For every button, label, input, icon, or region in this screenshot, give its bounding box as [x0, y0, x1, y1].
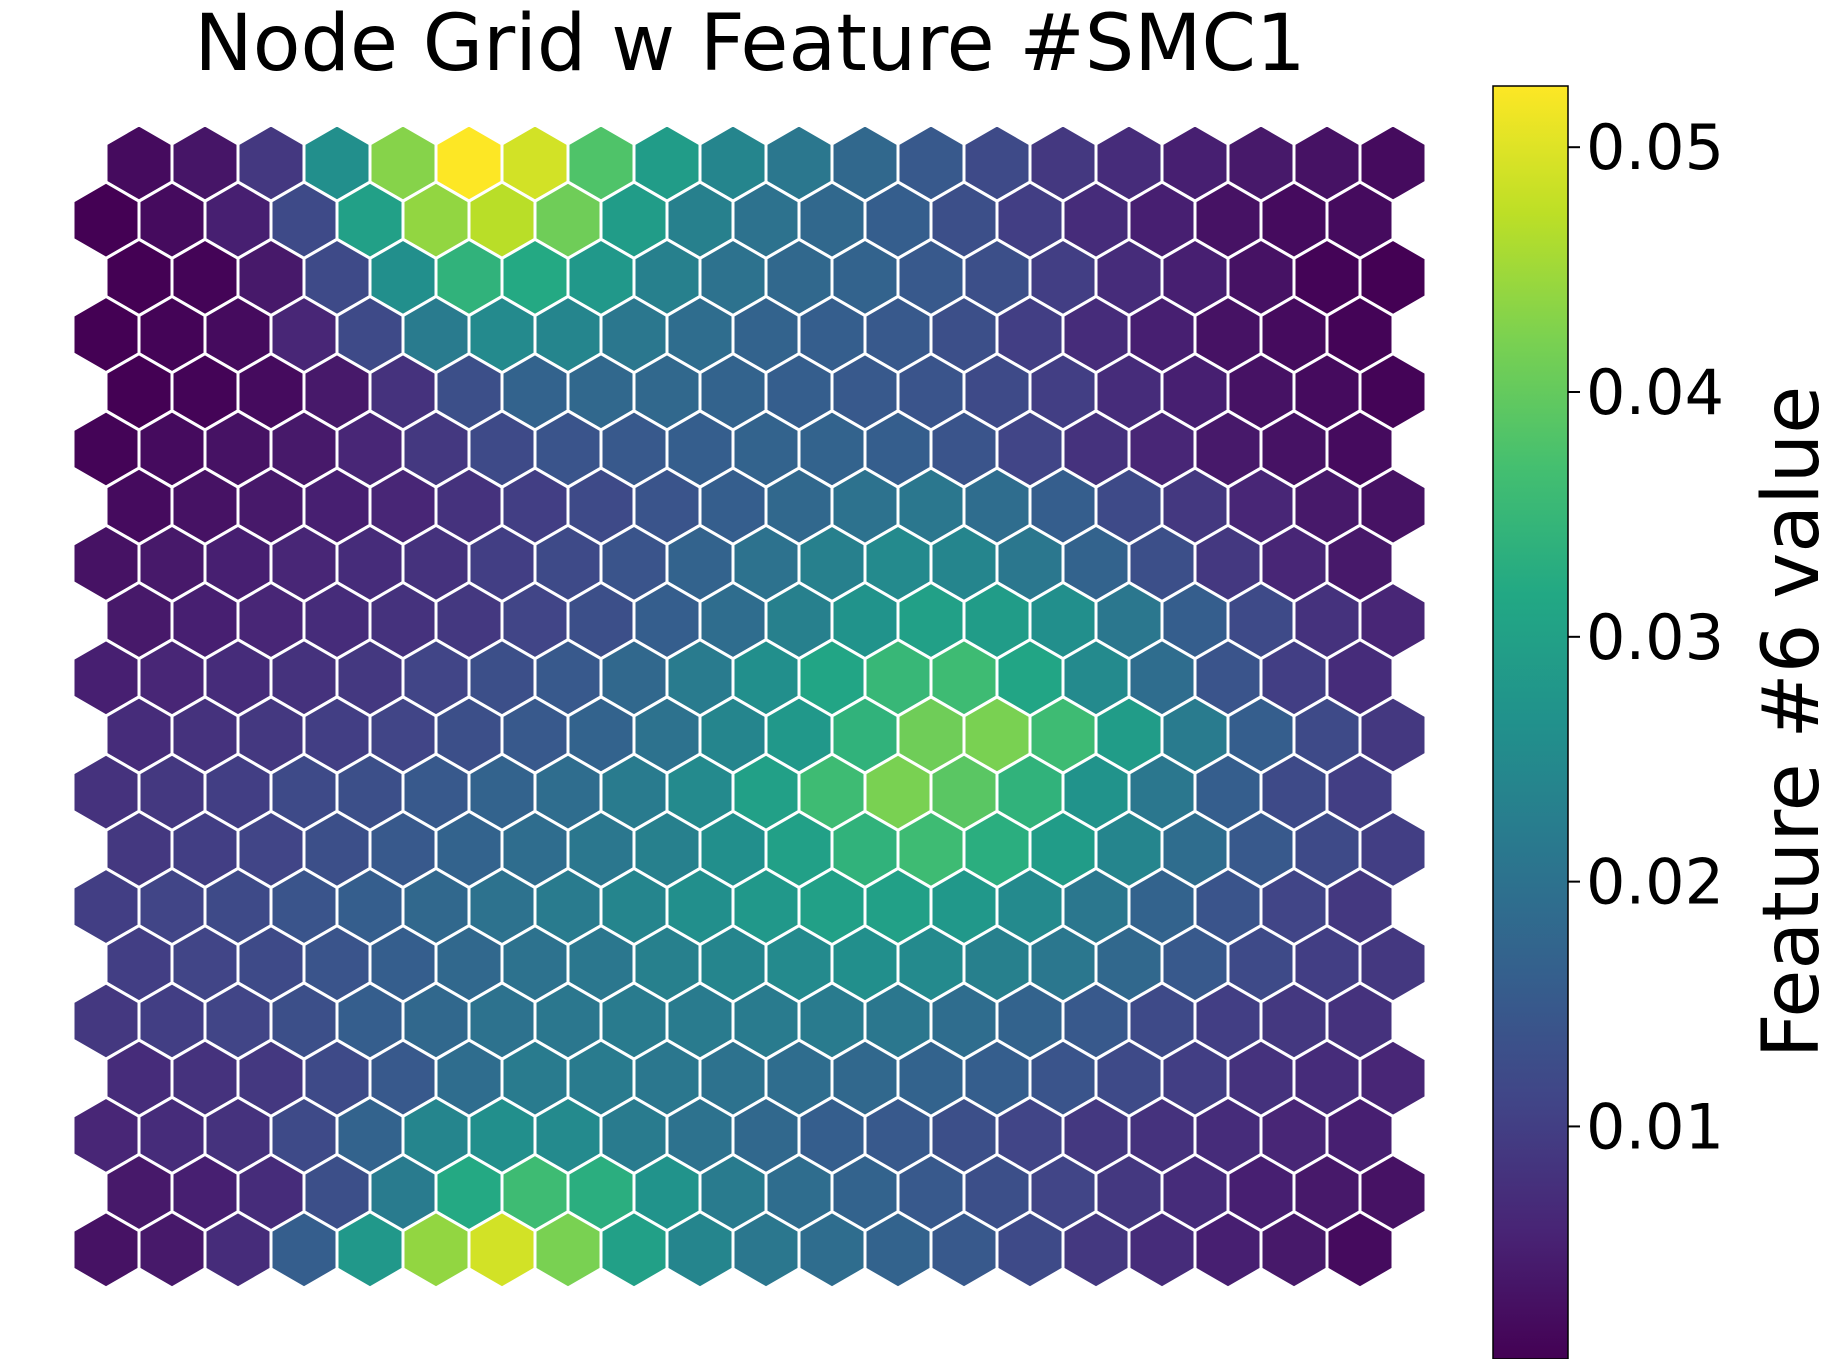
colorbar-ticks: 0.01 0.02 0.03 0.04 0.05 — [1568, 111, 1724, 1163]
colorbar-label: Feature #6 value — [1747, 386, 1833, 1058]
colorbar-tick-label: 0.05 — [1586, 111, 1724, 184]
hex-cell — [1325, 1209, 1395, 1290]
colorbar-tick-label: 0.04 — [1586, 356, 1724, 429]
colorbar-tick-label: 0.01 — [1586, 1090, 1724, 1163]
colorbar-tick-label: 0.02 — [1586, 846, 1724, 919]
colorbar-gradient — [1492, 85, 1569, 1359]
colorbar-tick-label: 0.03 — [1586, 601, 1724, 674]
chart-title: Node Grid w Feature #SMC1 — [194, 0, 1305, 89]
colorbar: 0.01 0.02 0.03 0.04 0.05 — [1492, 85, 1724, 1359]
hex-grid — [71, 123, 1428, 1290]
